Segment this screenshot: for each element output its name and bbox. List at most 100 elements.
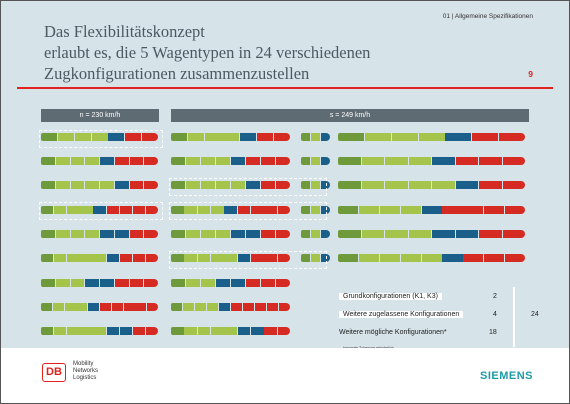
train-car — [311, 133, 321, 141]
train-car — [195, 303, 207, 311]
train-car — [132, 327, 146, 335]
train-car — [184, 206, 197, 214]
train-car — [321, 230, 331, 238]
train-car — [55, 279, 70, 287]
train-car — [125, 133, 142, 141]
train-car — [408, 157, 432, 165]
footer: DB Mobility Networks Logistics SIEMENS — [1, 348, 569, 403]
train-car — [52, 303, 64, 311]
train-car — [408, 230, 432, 238]
train-car — [100, 303, 111, 311]
train-car — [338, 133, 365, 141]
train-car — [224, 206, 237, 214]
train-car — [55, 230, 70, 238]
train-car — [80, 327, 93, 335]
train-car — [301, 157, 311, 165]
train-car — [201, 230, 216, 238]
train-car — [216, 279, 231, 287]
train-car — [216, 230, 231, 238]
train-diagram — [171, 133, 291, 153]
train-car — [171, 303, 183, 311]
train-car — [400, 254, 421, 262]
train-car — [85, 181, 100, 189]
train-diagram — [338, 157, 526, 177]
train-diagram — [41, 303, 159, 323]
train-car — [145, 327, 159, 335]
train-car — [184, 254, 197, 262]
train-diagram — [41, 279, 159, 299]
train-diagram — [41, 157, 159, 177]
train-diagram — [171, 254, 291, 274]
db-logo: DB — [42, 363, 66, 382]
train-car — [184, 327, 197, 335]
train-car — [85, 157, 100, 165]
train-car — [54, 327, 67, 335]
train-car — [432, 230, 455, 238]
train-car — [311, 181, 321, 189]
train-car — [338, 254, 359, 262]
train-car — [301, 181, 311, 189]
summary-label-3: Weitere mögliche Konfigurationen* — [339, 329, 447, 336]
train-car — [361, 181, 385, 189]
train-diagram — [171, 157, 291, 177]
train-car — [108, 133, 125, 141]
train-car — [123, 303, 135, 311]
train-car — [188, 133, 205, 141]
train-car — [54, 254, 67, 262]
train-car — [279, 303, 291, 311]
train-car — [207, 303, 219, 311]
train-car — [379, 206, 400, 214]
train-car — [171, 181, 186, 189]
train-car — [186, 279, 201, 287]
summary-value-3: 18 — [489, 329, 497, 336]
train-car — [76, 303, 88, 311]
title-rule — [17, 87, 553, 89]
summary-row-2: Weitere zugelassene Konfigurationen — [339, 309, 464, 321]
train-car — [301, 230, 311, 238]
train-car — [144, 181, 159, 189]
train-car — [321, 254, 331, 262]
train-car — [237, 206, 251, 214]
train-car — [41, 133, 58, 141]
train-car — [201, 181, 216, 189]
train-car — [256, 133, 274, 141]
train-car — [54, 206, 67, 214]
train-car — [70, 157, 85, 165]
db-tagline-line-3: Logistics — [73, 375, 97, 381]
page-number: 9 — [528, 69, 533, 79]
train-car — [445, 133, 472, 141]
train-diagram — [338, 133, 526, 153]
train-car — [231, 157, 246, 165]
train-car — [301, 133, 311, 141]
train-diagram — [338, 206, 526, 226]
train-car — [421, 254, 442, 262]
train-diagram — [171, 206, 291, 226]
train-car — [201, 157, 216, 165]
train-car — [273, 133, 291, 141]
train-car — [321, 157, 331, 165]
train-car — [502, 181, 526, 189]
train-diagram — [41, 181, 159, 201]
train-car — [132, 254, 146, 262]
title-line-1: Das Flexibilitätskonzept — [44, 22, 205, 41]
train-car — [277, 254, 291, 262]
summary-row-3: Weitere mögliche Konfigurationen* — [339, 327, 447, 339]
train-car — [455, 181, 479, 189]
train-car — [111, 303, 123, 311]
train-car — [129, 181, 144, 189]
train-car — [311, 157, 321, 165]
train-car — [67, 254, 80, 262]
train-car — [67, 327, 80, 335]
train-car — [277, 206, 291, 214]
train-diagram — [301, 254, 331, 274]
train-car — [276, 279, 291, 287]
train-car — [385, 230, 408, 238]
train-car — [85, 279, 100, 287]
train-car — [114, 181, 129, 189]
train-car — [231, 279, 246, 287]
train-car — [246, 279, 261, 287]
train-car — [85, 230, 100, 238]
train-car — [301, 206, 311, 214]
train-car — [231, 303, 243, 311]
train-car — [479, 157, 502, 165]
